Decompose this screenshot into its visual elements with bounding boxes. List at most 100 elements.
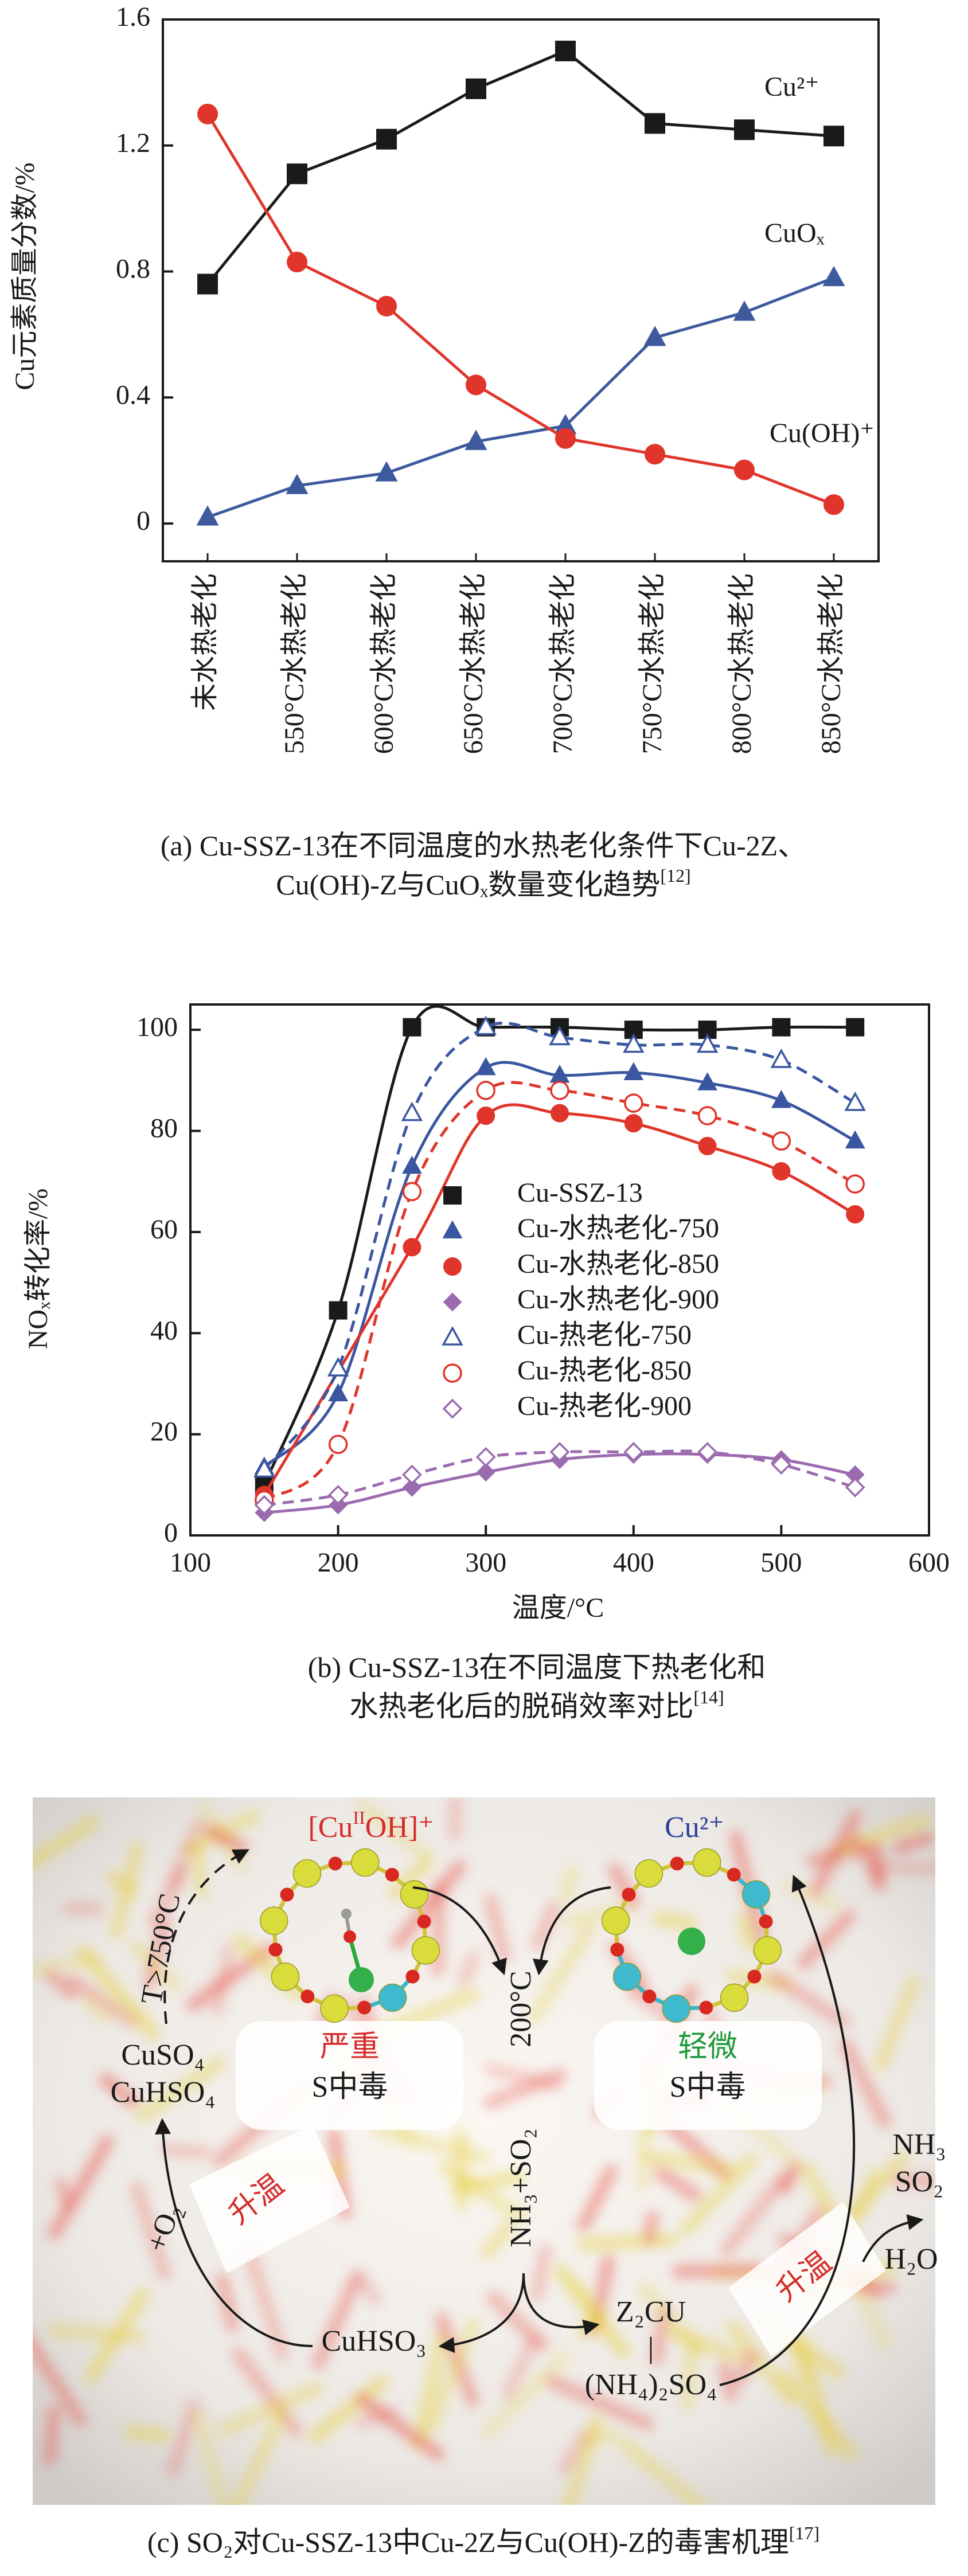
chart: 0 0.4 0.8 1.2 1.6 未水热老化 550°C水热老化 600°C水热老化 650°… <box>10 2 880 901</box>
framework-stick <box>209 1942 237 2017</box>
tetra-atom <box>292 1859 322 1888</box>
arrow <box>532 1886 611 1976</box>
x-tick-label: 400 <box>613 1547 654 1578</box>
framework-stick <box>33 2329 88 2428</box>
marker <box>696 1033 719 1053</box>
arrow <box>438 2273 525 2353</box>
heat-arrow-band <box>728 2202 886 2356</box>
marker <box>772 1162 791 1181</box>
copper-atom <box>349 1967 374 1992</box>
framework-stick <box>483 2067 567 2110</box>
framework-stick <box>680 2339 700 2411</box>
x-tick-label: 500 <box>760 1547 802 1578</box>
plot-frame <box>162 18 880 562</box>
temperature-label: 200°C <box>505 1971 537 2047</box>
marker <box>645 444 665 465</box>
framework-stick <box>799 2162 840 2222</box>
tetra-atom <box>693 1848 721 1877</box>
oxygen-atom <box>417 1914 431 1929</box>
framework-stick <box>652 1911 698 1931</box>
marker <box>846 1205 865 1223</box>
marker <box>376 128 397 150</box>
framework-stick <box>847 2272 893 2351</box>
x-tick-label: 200 <box>318 1547 359 1578</box>
marker <box>697 1442 718 1462</box>
mild-box <box>594 2021 822 2130</box>
label-part: OH]⁺ <box>365 1811 434 1844</box>
framework-stick <box>84 2288 150 2384</box>
cu2-label: Cu²⁺ <box>665 1811 724 1844</box>
marker <box>287 252 307 273</box>
framework-stick <box>43 1968 79 2000</box>
tetra-atom <box>634 1859 663 1888</box>
framework-stick <box>160 2143 212 2160</box>
framework-stick <box>481 2220 516 2259</box>
species-label: H₂O <box>884 2243 938 2276</box>
marker <box>477 1107 495 1125</box>
plot-frame <box>189 1003 930 1537</box>
framework-stick <box>679 2153 758 2237</box>
legend-label: Cu-水热老化-750 <box>517 1213 719 1244</box>
oxygen-atom <box>699 2000 713 2015</box>
x-tick-label: 300 <box>465 1547 506 1578</box>
species-label: NH₃ <box>892 2128 946 2161</box>
framework-stick <box>148 1863 190 1928</box>
marker <box>442 1220 463 1238</box>
oxygen-atom <box>405 1969 420 1984</box>
framework-stick <box>456 1950 480 1988</box>
tetra-atom <box>271 1963 300 1991</box>
oxygen-atom <box>642 1989 657 2004</box>
y-tick-label: 60 <box>150 1214 178 1245</box>
x-tick-label: 550°C水热老化 <box>279 573 310 754</box>
charts: 0 0.4 0.8 1.2 1.6 未水热老化 550°C水热老化 600°C水热老化 650°… <box>10 2 950 1722</box>
marker <box>197 273 218 295</box>
framework-stick <box>76 1946 161 2041</box>
tetra-atom <box>351 1848 380 1877</box>
marker <box>645 113 665 134</box>
y-axis-label: NOₓ转化率/% <box>23 1189 53 1350</box>
marker <box>254 1495 275 1515</box>
framework-stick <box>135 2056 227 2122</box>
oxygen-atom <box>300 1989 315 2004</box>
framework-stick <box>166 2399 201 2477</box>
y-tick-label: 0.4 <box>116 380 150 410</box>
species-label: SO₂ <box>895 2165 944 2198</box>
tetra-atom <box>753 1936 782 1965</box>
marker <box>624 1114 643 1133</box>
marker <box>475 1447 496 1467</box>
caption-ref: [12] <box>660 865 690 886</box>
series-label: Cu²⁺ <box>764 72 819 102</box>
marker <box>845 1130 865 1149</box>
series-line <box>263 1081 856 1502</box>
marker <box>197 103 218 124</box>
caption-line: (a) Cu-SSZ-13在不同温度的水热老化条件下Cu-2Z、 <box>161 830 806 862</box>
framework-stick <box>387 1857 432 1900</box>
tetra-atom <box>259 1906 288 1935</box>
marker <box>476 1463 495 1482</box>
species-label: CuHSO₃ <box>322 2325 427 2358</box>
framework-stick <box>391 1860 467 1949</box>
framework-stick <box>892 1831 935 1855</box>
series-label: CuOₓ <box>764 218 825 248</box>
marker <box>286 474 309 494</box>
y-tick-label: 20 <box>150 1417 178 1447</box>
framework-stick <box>192 2411 233 2505</box>
label-part: II <box>353 1807 365 1828</box>
marker <box>623 1442 644 1462</box>
oxygen-atom <box>759 1914 773 1929</box>
marker <box>549 1026 571 1046</box>
framework-stick <box>797 1909 856 1970</box>
legend-label: Cu-热老化-850 <box>517 1355 692 1386</box>
marker <box>771 1455 791 1475</box>
framework-stick <box>447 1797 463 1842</box>
marker <box>734 459 755 480</box>
oxygen-atom <box>385 1867 399 1882</box>
arrow <box>412 1886 507 1976</box>
framework-stick <box>847 1832 884 1882</box>
oxygen-atom <box>268 1942 283 1957</box>
x-tick-label: 600 <box>908 1547 950 1578</box>
diagram-caption: (c) SO₂对Cu-SSZ-13中Cu-2Z与Cu(OH)-Z的毒害机理[17… <box>147 2523 819 2558</box>
framework-stick <box>308 2375 389 2444</box>
oxygen-atom <box>357 2000 372 2015</box>
